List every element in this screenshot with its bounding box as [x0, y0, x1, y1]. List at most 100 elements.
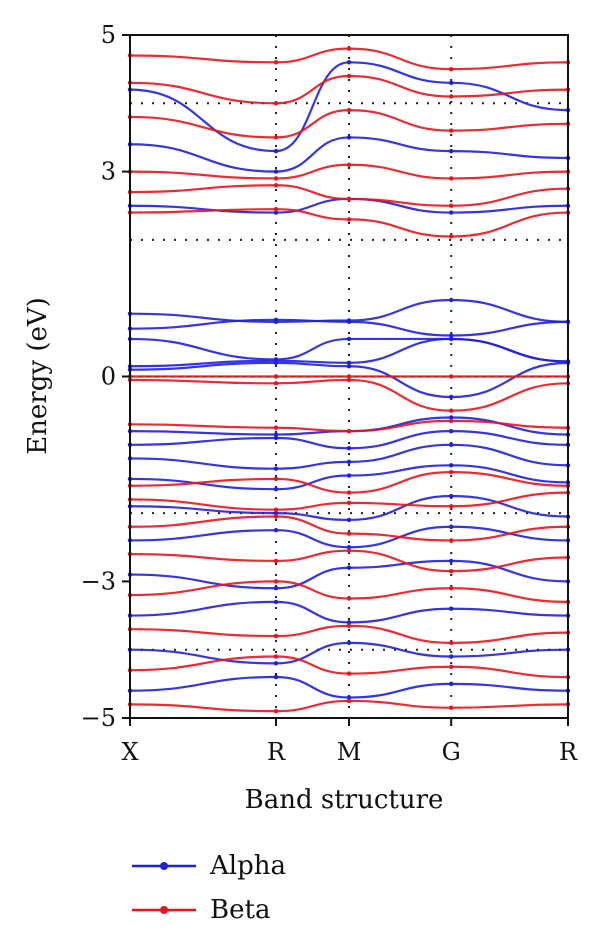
- beta-band-0-point-2: [346, 374, 352, 379]
- beta-band-5-point-1: [273, 514, 279, 519]
- beta-band-7-point-2: [346, 596, 352, 601]
- alpha-band-6-point-2: [346, 446, 352, 451]
- alpha-band-4-point-2: [346, 364, 352, 369]
- beta-band-9-point-3: [449, 664, 454, 669]
- beta-band-1-point-3: [449, 408, 454, 413]
- alpha-band-10-point-3: [449, 524, 454, 529]
- alpha-band-0-point-3: [449, 297, 454, 303]
- beta-band-13-point-1: [273, 176, 279, 181]
- legend-label-alpha: Alpha: [209, 851, 286, 881]
- beta-band-5-point-3: [449, 538, 454, 543]
- beta-band-2-point-1: [273, 425, 279, 430]
- alpha-band-17-point-2: [346, 60, 352, 65]
- alpha-band-10-point-1: [273, 527, 279, 533]
- alpha-band-13-point-1: [273, 661, 279, 666]
- legend-marker-beta: [160, 906, 168, 914]
- alpha-band-15-point-3: [449, 210, 454, 215]
- beta-band-14-point-2: [346, 107, 352, 113]
- alpha-band-7-point-3: [449, 442, 454, 447]
- alpha-band-1-point-2: [346, 319, 352, 325]
- alpha-band-14-point-3: [449, 681, 454, 687]
- beta-band-10-point-2: [346, 698, 352, 704]
- alpha-band-11-point-1: [273, 586, 279, 591]
- beta-band-10-point-3: [449, 705, 454, 710]
- beta-band-15-point-2: [346, 73, 352, 79]
- beta-band-15-point-3: [449, 94, 454, 99]
- x-tick-label-4: R: [559, 738, 578, 766]
- beta-band-11-point-2: [346, 217, 352, 222]
- legend-label-beta: Beta: [210, 895, 270, 925]
- alpha-band-16-point-1: [273, 169, 279, 174]
- beta-band-11-point-1: [273, 206, 279, 212]
- beta-band-8-point-1: [273, 633, 279, 639]
- series-beta: [127, 46, 571, 714]
- y-tick-label-1: −3: [81, 567, 116, 595]
- beta-band-7-point-3: [449, 586, 454, 591]
- x-tick-label-0: X: [121, 738, 138, 766]
- beta-band-2-point-3: [449, 418, 454, 424]
- alpha-band-13-point-3: [449, 654, 454, 659]
- alpha-band-12-point-3: [449, 606, 454, 611]
- beta-band-0-point-1: [273, 374, 279, 379]
- alpha-band-10: [129, 525, 569, 549]
- alpha-band-4-point-1: [273, 360, 279, 366]
- x-tick-label-2: M: [337, 738, 362, 766]
- x-axis-title: Band structure: [245, 785, 444, 815]
- alpha-band-9-point-3: [449, 493, 454, 499]
- beta-band-13-point-3: [449, 176, 454, 181]
- alpha-band-9-point-2: [346, 517, 352, 523]
- beta-band-12: [129, 184, 569, 207]
- alpha-band-4-point-3: [449, 394, 454, 400]
- alpha-band-5-point-3: [449, 415, 454, 420]
- alpha-band-7-point-1: [273, 466, 279, 471]
- alpha-band-12-point-1: [273, 599, 279, 605]
- beta-band-14-point-1: [273, 135, 279, 140]
- alpha-band-16-point-2: [346, 135, 352, 140]
- beta-band-1-point-2: [346, 377, 352, 383]
- alpha-band-6-point-1: [273, 435, 279, 441]
- beta-band-9-point-1: [273, 654, 279, 659]
- alpha-band-1-point-3: [449, 333, 454, 338]
- beta-band-10-point-1: [273, 708, 279, 714]
- beta-band-12-point-1: [273, 183, 279, 188]
- alpha-band-8-point-2: [346, 473, 352, 478]
- beta-band-11-point-3: [449, 234, 454, 239]
- alpha-band-14-point-2: [346, 695, 352, 700]
- alpha-band-2: [129, 337, 569, 363]
- alpha-band-1-point-1: [273, 317, 279, 323]
- alpha-band-4: [129, 361, 569, 399]
- x-tick-label-1: R: [267, 738, 286, 766]
- band-lines: [127, 46, 571, 714]
- alpha-band-3-point-2: [346, 360, 352, 366]
- beta-band-14-point-3: [449, 128, 454, 133]
- alpha-band-11-point-2: [346, 565, 352, 570]
- y-tick-label-4: 5: [101, 21, 116, 49]
- beta-band-8-point-2: [346, 623, 352, 628]
- alpha-band-2-point-2: [346, 336, 352, 342]
- beta-band-4-point-2: [346, 500, 352, 506]
- alpha-band-7-point-2: [346, 459, 352, 465]
- beta-band-16-point-3: [449, 66, 454, 72]
- x-tick-label-3: G: [442, 738, 461, 766]
- legend-marker-alpha: [160, 862, 168, 870]
- alpha-band-15-point-1: [273, 210, 279, 215]
- beta-band-0-point-3: [449, 374, 454, 379]
- alpha-band-3-point-3: [449, 336, 454, 342]
- beta-band-16-point-1: [273, 60, 279, 65]
- alpha-band-16-point-3: [449, 148, 454, 154]
- legend: Alpha Beta: [132, 851, 286, 925]
- beta-band-1: [129, 378, 569, 412]
- beta-band-9-point-2: [346, 671, 352, 676]
- alpha-band-9: [129, 494, 569, 522]
- beta-band-13-point-2: [346, 162, 352, 167]
- beta-band-6-point-1: [273, 558, 279, 564]
- alpha-band-12-point-2: [346, 620, 352, 625]
- y-tick-label-3: 3: [101, 158, 116, 186]
- alpha-band-6-point-3: [449, 428, 454, 434]
- alpha-band-13-point-2: [346, 640, 352, 646]
- alpha-band-17-point-3: [449, 80, 454, 86]
- y-tick-label-0: −5: [81, 704, 116, 732]
- beta-band-12-point-2: [346, 196, 352, 202]
- beta-band-7-point-1: [273, 579, 279, 584]
